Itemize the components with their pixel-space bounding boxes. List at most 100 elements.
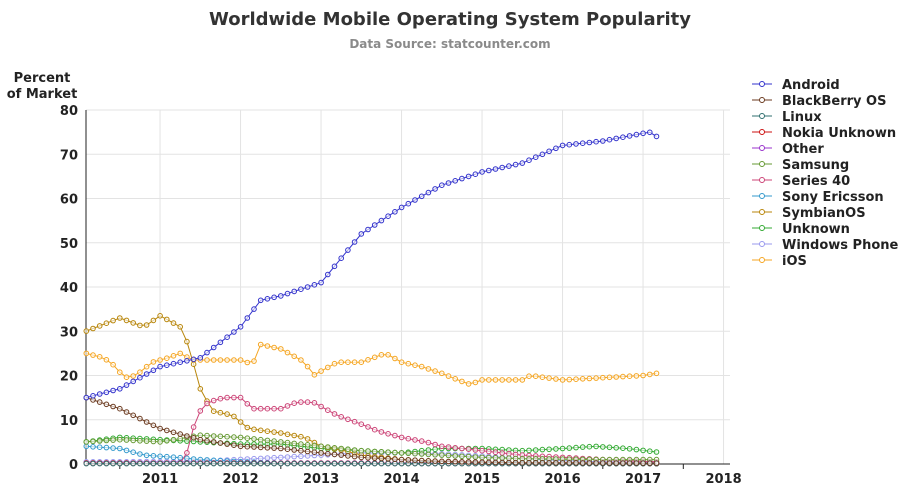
series-series-40 — [177, 394, 660, 466]
data-point — [204, 357, 210, 363]
y-tick-label: 30 — [60, 325, 78, 340]
x-tick-label: 2015 — [464, 472, 500, 487]
data-point — [559, 377, 566, 383]
data-point — [418, 438, 425, 444]
data-point — [452, 453, 459, 459]
data-point — [378, 460, 385, 467]
data-point — [137, 438, 143, 444]
data-point — [418, 451, 425, 457]
data-point — [378, 429, 385, 435]
legend-item-samsung: Samsung — [752, 158, 849, 173]
data-point — [164, 316, 170, 323]
data-point — [304, 436, 311, 442]
data-point — [137, 451, 143, 457]
data-point — [553, 376, 559, 382]
data-point — [345, 453, 351, 459]
y-tick-label: 60 — [60, 193, 78, 208]
series-ios — [83, 341, 660, 387]
data-point — [613, 460, 620, 466]
legend-item-series-40: Series 40 — [752, 174, 850, 189]
data-point — [298, 447, 304, 454]
data-point — [432, 452, 438, 458]
data-point — [412, 437, 418, 443]
data-point — [177, 324, 183, 330]
data-point — [311, 442, 318, 449]
data-point — [217, 409, 224, 416]
data-point — [257, 436, 264, 443]
data-point — [197, 436, 204, 443]
data-point — [626, 460, 633, 466]
data-point — [620, 373, 626, 380]
data-point — [90, 444, 96, 450]
data-point — [351, 359, 358, 366]
data-point — [351, 460, 358, 467]
data-point — [371, 222, 378, 228]
data-point — [439, 370, 445, 377]
data-point — [385, 213, 391, 219]
data-point — [96, 438, 103, 444]
data-point — [251, 460, 257, 467]
data-point — [251, 436, 257, 442]
legend-label: iOS — [782, 254, 807, 269]
data-point — [472, 171, 479, 177]
legend-label: Android — [782, 78, 840, 93]
data-point — [472, 454, 479, 460]
data-point — [103, 401, 110, 408]
data-point — [385, 431, 391, 437]
data-point — [532, 154, 539, 160]
data-point — [244, 460, 251, 467]
x-tick-label: 2013 — [303, 472, 339, 487]
data-point — [231, 442, 237, 449]
data-point — [190, 424, 197, 430]
data-point — [432, 441, 438, 448]
data-point — [271, 429, 277, 435]
data-point — [217, 395, 224, 402]
data-point — [452, 458, 459, 465]
y-tick-label: 80 — [60, 104, 78, 119]
gridlines — [86, 109, 730, 465]
data-point — [532, 373, 539, 380]
data-point — [519, 459, 526, 466]
series-layer — [83, 129, 660, 467]
data-point — [264, 296, 271, 302]
data-point — [130, 320, 136, 326]
data-point — [204, 438, 210, 444]
data-point — [244, 315, 251, 321]
data-point — [298, 399, 304, 405]
data-point — [298, 357, 304, 363]
data-point — [90, 393, 96, 399]
data-point — [90, 460, 96, 467]
data-point — [284, 446, 291, 453]
data-point — [318, 368, 324, 374]
data-point — [566, 460, 573, 466]
data-point — [224, 357, 230, 363]
data-point — [412, 197, 418, 203]
legend-swatch-marker — [759, 97, 765, 103]
y-tick-label: 40 — [60, 281, 78, 296]
data-point — [291, 447, 298, 453]
legend-swatch-marker — [759, 193, 765, 199]
legend-swatch-marker — [759, 241, 765, 247]
data-point — [318, 403, 324, 410]
legend-label: SymbianOS — [782, 206, 866, 221]
legend-swatch-marker — [759, 145, 765, 151]
data-point — [231, 329, 237, 335]
data-point — [90, 352, 96, 358]
data-point — [331, 460, 338, 467]
data-point — [291, 353, 298, 360]
legend-item-sony-ericsson: Sony Ericsson — [752, 190, 884, 205]
data-point — [325, 271, 331, 278]
data-point — [224, 441, 230, 447]
data-point — [398, 450, 405, 456]
data-point — [224, 411, 230, 417]
data-point — [264, 455, 271, 461]
data-point — [298, 433, 304, 440]
data-point — [586, 375, 593, 382]
data-point — [546, 148, 552, 155]
data-point — [526, 373, 532, 380]
data-point — [573, 376, 579, 383]
data-point — [392, 449, 398, 456]
data-point — [264, 428, 271, 435]
legend-swatch-marker — [759, 129, 765, 135]
data-point — [96, 391, 103, 397]
